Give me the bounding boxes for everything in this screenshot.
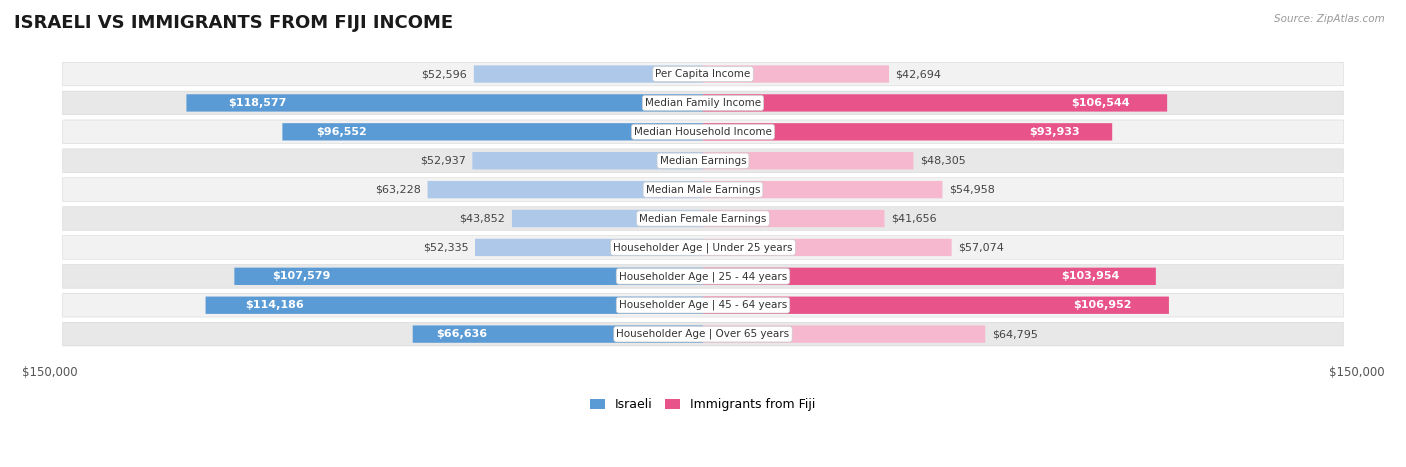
- FancyBboxPatch shape: [413, 325, 703, 343]
- Text: $52,596: $52,596: [422, 69, 467, 79]
- Text: $64,795: $64,795: [991, 329, 1038, 339]
- Text: Householder Age | Under 25 years: Householder Age | Under 25 years: [613, 242, 793, 253]
- FancyBboxPatch shape: [63, 264, 1343, 288]
- Text: Median Male Earnings: Median Male Earnings: [645, 184, 761, 195]
- Text: $42,694: $42,694: [896, 69, 942, 79]
- FancyBboxPatch shape: [63, 62, 1343, 86]
- Text: $52,335: $52,335: [423, 242, 468, 253]
- Text: Householder Age | Over 65 years: Householder Age | Over 65 years: [616, 329, 790, 340]
- FancyBboxPatch shape: [235, 268, 703, 285]
- Text: $63,228: $63,228: [375, 184, 420, 195]
- FancyBboxPatch shape: [703, 239, 952, 256]
- Text: $106,952: $106,952: [1073, 300, 1132, 310]
- FancyBboxPatch shape: [703, 152, 914, 170]
- Text: Householder Age | 45 - 64 years: Householder Age | 45 - 64 years: [619, 300, 787, 311]
- FancyBboxPatch shape: [703, 123, 1112, 141]
- Text: $93,933: $93,933: [1029, 127, 1080, 137]
- FancyBboxPatch shape: [283, 123, 703, 141]
- Text: ISRAELI VS IMMIGRANTS FROM FIJI INCOME: ISRAELI VS IMMIGRANTS FROM FIJI INCOME: [14, 14, 453, 32]
- Text: $118,577: $118,577: [228, 98, 287, 108]
- Text: Median Female Earnings: Median Female Earnings: [640, 213, 766, 224]
- Text: $103,954: $103,954: [1062, 271, 1119, 281]
- FancyBboxPatch shape: [63, 322, 1343, 346]
- FancyBboxPatch shape: [703, 297, 1168, 314]
- FancyBboxPatch shape: [703, 94, 1167, 112]
- Text: Median Family Income: Median Family Income: [645, 98, 761, 108]
- FancyBboxPatch shape: [475, 239, 703, 256]
- FancyBboxPatch shape: [63, 235, 1343, 259]
- FancyBboxPatch shape: [63, 91, 1343, 115]
- Text: $96,552: $96,552: [316, 127, 367, 137]
- Text: $41,656: $41,656: [891, 213, 936, 224]
- Text: Median Earnings: Median Earnings: [659, 156, 747, 166]
- FancyBboxPatch shape: [703, 268, 1156, 285]
- Text: Median Household Income: Median Household Income: [634, 127, 772, 137]
- FancyBboxPatch shape: [187, 94, 703, 112]
- Text: Source: ZipAtlas.com: Source: ZipAtlas.com: [1274, 14, 1385, 24]
- FancyBboxPatch shape: [512, 210, 703, 227]
- Text: $106,544: $106,544: [1071, 98, 1130, 108]
- FancyBboxPatch shape: [63, 149, 1343, 173]
- Text: $107,579: $107,579: [271, 271, 330, 281]
- Text: $114,186: $114,186: [246, 300, 304, 310]
- FancyBboxPatch shape: [703, 65, 889, 83]
- FancyBboxPatch shape: [205, 297, 703, 314]
- FancyBboxPatch shape: [63, 207, 1343, 230]
- Text: $43,852: $43,852: [460, 213, 505, 224]
- FancyBboxPatch shape: [427, 181, 703, 198]
- Legend: Israeli, Immigrants from Fiji: Israeli, Immigrants from Fiji: [585, 393, 821, 416]
- FancyBboxPatch shape: [472, 152, 703, 170]
- Text: $52,937: $52,937: [420, 156, 465, 166]
- FancyBboxPatch shape: [63, 178, 1343, 201]
- Text: $54,958: $54,958: [949, 184, 995, 195]
- FancyBboxPatch shape: [703, 181, 942, 198]
- Text: $48,305: $48,305: [920, 156, 966, 166]
- FancyBboxPatch shape: [474, 65, 703, 83]
- FancyBboxPatch shape: [63, 120, 1343, 144]
- Text: Per Capita Income: Per Capita Income: [655, 69, 751, 79]
- Text: $57,074: $57,074: [957, 242, 1004, 253]
- Text: Householder Age | 25 - 44 years: Householder Age | 25 - 44 years: [619, 271, 787, 282]
- FancyBboxPatch shape: [63, 293, 1343, 317]
- FancyBboxPatch shape: [703, 325, 986, 343]
- Text: $66,636: $66,636: [436, 329, 486, 339]
- FancyBboxPatch shape: [703, 210, 884, 227]
